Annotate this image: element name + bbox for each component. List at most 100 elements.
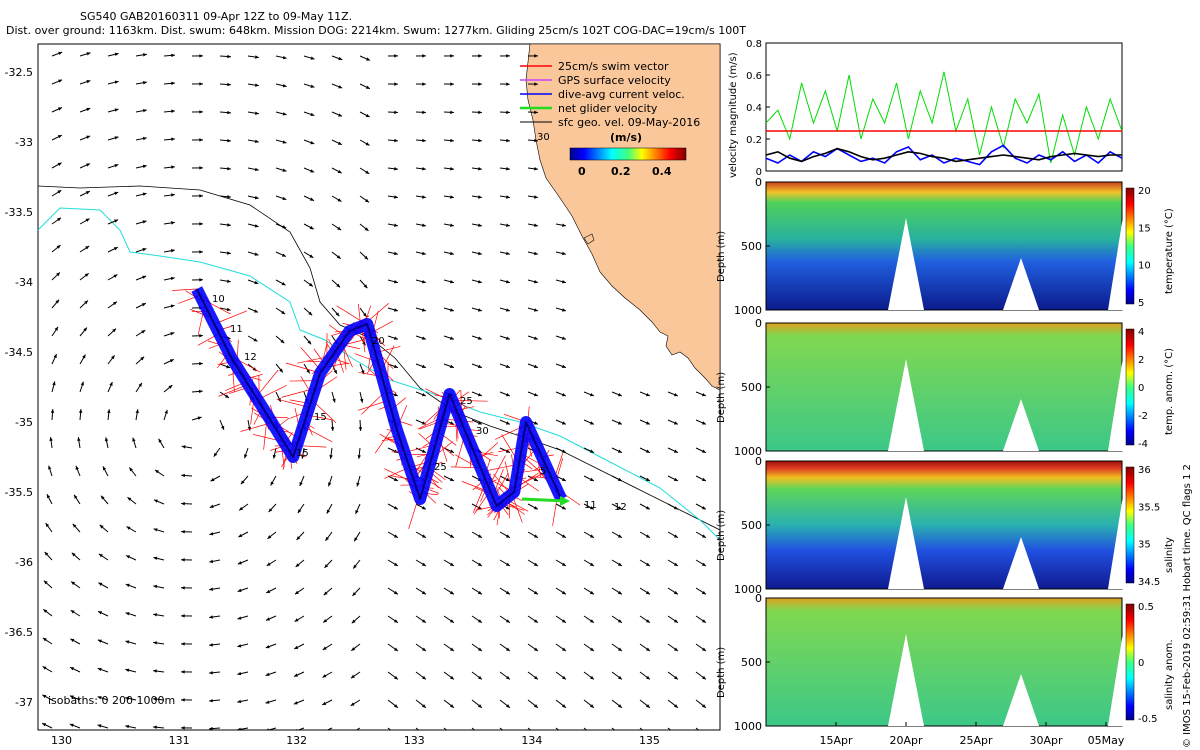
velocity-arrowhead — [478, 195, 482, 199]
velocity-arrowhead — [477, 336, 482, 340]
velocity-arrowhead — [209, 643, 213, 647]
velocity-lines — [765, 71, 1123, 166]
x-tick-label: 131 — [169, 734, 190, 747]
velocity-arrowhead — [141, 330, 146, 334]
day-label: 15 — [314, 412, 327, 423]
velocity-arrowhead — [393, 477, 398, 481]
velocity-arrowhead — [618, 732, 622, 736]
section-field — [765, 597, 1123, 727]
velocity-arrowhead — [365, 198, 369, 203]
velocity-arrowhead — [393, 534, 398, 538]
day-label: 12 — [614, 502, 627, 513]
velocity-arrowhead — [170, 249, 175, 253]
velocity-arrowhead — [155, 469, 159, 474]
colorbar-label: temp. anom. (°C) — [1164, 348, 1175, 435]
velocity-arrowhead — [617, 392, 622, 397]
velocity-arrowhead — [114, 191, 119, 196]
velocity-arrowhead — [58, 51, 63, 55]
velocity-arrowhead — [171, 53, 175, 58]
map-panel: 130 131 132 133 134 135 -32.5 -33 -33.5 -34 -34.5 -… — [5, 43, 721, 747]
velocity-arrowhead — [533, 477, 538, 481]
velocity-arrow — [583, 727, 588, 730]
velocity-arrowhead — [199, 138, 203, 142]
velocity-panel: 0 0.2 0.4 0.6 0.8 — [746, 40, 1123, 178]
velocity-arrowhead — [363, 284, 368, 289]
velocity-arrowhead — [421, 364, 426, 368]
colorbar-tick: 0.4 — [652, 165, 672, 178]
velocity-arrowhead — [322, 646, 327, 650]
section-colorbar — [1125, 466, 1135, 584]
velocity-arrowhead — [422, 82, 426, 86]
velocity-arrowhead — [645, 619, 650, 623]
swim-vector — [172, 288, 197, 291]
velocity-arrowhead — [478, 251, 482, 256]
colorbar-tick-label: 34.5 — [1138, 577, 1160, 588]
velocity-arrowhead — [153, 669, 157, 673]
velocity-arrowhead — [282, 55, 287, 60]
figure-title: SG540 GAB20160311 09-Apr 12Z to 09-May 1… — [80, 10, 353, 23]
velocity-arrowhead — [310, 56, 315, 60]
velocity-arrow — [355, 727, 361, 730]
velocity-arrowhead — [365, 170, 370, 174]
velocity-arrowhead — [266, 589, 271, 593]
velocity-arrowhead — [296, 536, 301, 540]
velocity-arrowhead — [125, 724, 130, 729]
velocity-arrowhead — [534, 251, 538, 256]
velocity-arrowhead — [294, 590, 299, 595]
bottom-gap — [1003, 399, 1039, 451]
velocity-arrowhead — [506, 251, 510, 256]
velocity-axes: 0 0.2 0.4 0.6 0.8 — [746, 40, 770, 178]
velocity-arrowhead — [422, 110, 426, 115]
velocity-arrowhead — [125, 612, 130, 616]
velocity-arrowhead — [209, 726, 213, 730]
velocity-arrowhead — [477, 534, 482, 538]
velocity-arrowhead — [421, 308, 426, 312]
section-field — [765, 322, 1123, 452]
velocity-arrowhead — [561, 647, 566, 652]
section-colorbar — [1125, 328, 1135, 446]
velocity-arrowhead — [86, 52, 91, 56]
velocity-arrowhead — [268, 508, 273, 513]
velocity-arrowhead — [97, 667, 102, 672]
velocity-arrowhead — [325, 536, 330, 541]
velocity-arrowhead — [477, 279, 482, 284]
velocity-arrowhead — [477, 590, 482, 595]
velocity-arrowhead — [589, 449, 594, 453]
velocity-arrowhead — [645, 421, 650, 425]
velocity-arrowhead — [266, 562, 271, 566]
velocity-arrowhead — [168, 385, 173, 389]
velocity-arrowhead — [506, 138, 510, 143]
velocity-arrowhead — [421, 562, 426, 566]
velocity-arrowhead — [237, 699, 242, 704]
velocity-arrowhead — [209, 615, 213, 619]
velocity-arrowhead — [534, 223, 538, 227]
velocity-arrowhead — [533, 534, 538, 538]
velocity-arrowhead — [505, 392, 510, 397]
velocity-arrowhead — [126, 555, 131, 559]
velocity-arrowhead — [98, 611, 103, 615]
velocity-arrowhead — [362, 312, 367, 317]
velocity-arrowhead — [226, 307, 231, 312]
velocity-arrowhead — [170, 304, 175, 308]
land-area — [525, 44, 720, 391]
depth-tick-label: 500 — [741, 519, 762, 532]
velocity-arrowhead — [181, 642, 185, 646]
velocity-arrowhead — [589, 675, 594, 680]
velocity-arrow — [387, 727, 392, 730]
velocity-arrowhead — [589, 421, 594, 425]
velocity-arrowhead — [237, 727, 241, 730]
depth-tick-label: 500 — [741, 381, 762, 394]
velocity-arrowhead — [338, 113, 343, 117]
velocity-arrowhead — [337, 198, 342, 202]
velocity-arrowhead — [142, 81, 147, 85]
bottom-gap — [888, 634, 924, 726]
velocity-arrowhead — [80, 381, 84, 386]
velocity-arrowhead — [589, 562, 594, 566]
velocity-arrowhead — [393, 506, 398, 510]
velocity-arrowhead — [701, 675, 706, 680]
velocity-arrowhead — [449, 704, 454, 708]
velocity-arrowhead — [209, 532, 214, 536]
velocity-arrowhead — [226, 279, 231, 283]
velocity-arrowhead — [254, 309, 259, 313]
velocity-arrowhead — [337, 169, 342, 174]
